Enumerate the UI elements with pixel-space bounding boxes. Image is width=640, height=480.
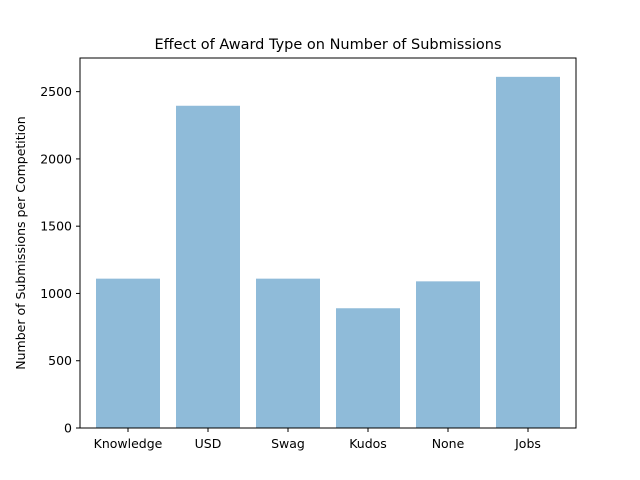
bar-knowledge (96, 278, 160, 428)
chart-title: Effect of Award Type on Number of Submis… (154, 37, 501, 53)
x-tick-label: Jobs (514, 436, 541, 451)
bar-swag (256, 278, 320, 428)
x-tick-label: USD (195, 436, 222, 451)
y-tick-label: 500 (48, 353, 72, 368)
y-tick-label: 0 (64, 421, 72, 436)
bar-kudos (336, 308, 400, 428)
bars-layer (96, 76, 560, 428)
bar-none (416, 281, 480, 428)
y-tick-label: 2500 (40, 84, 72, 99)
bar-usd (176, 105, 240, 428)
y-tick-label: 1500 (40, 219, 72, 234)
bar-jobs (496, 76, 560, 428)
y-axis-label: Number of Submissions per Competition (13, 116, 28, 369)
x-axis-ticks: Knowledge USD Swag Kudos None Jobs (94, 428, 541, 451)
x-tick-label: Kudos (349, 436, 387, 451)
x-tick-label: None (432, 436, 465, 451)
plot-frame (79, 57, 577, 429)
x-tick-label: Knowledge (94, 436, 163, 451)
y-axis-ticks: 0 500 1000 1500 2000 2500 (40, 84, 80, 436)
y-tick-label: 1000 (40, 286, 72, 301)
y-tick-label: 2000 (40, 151, 72, 166)
x-tick-label: Swag (271, 436, 305, 451)
